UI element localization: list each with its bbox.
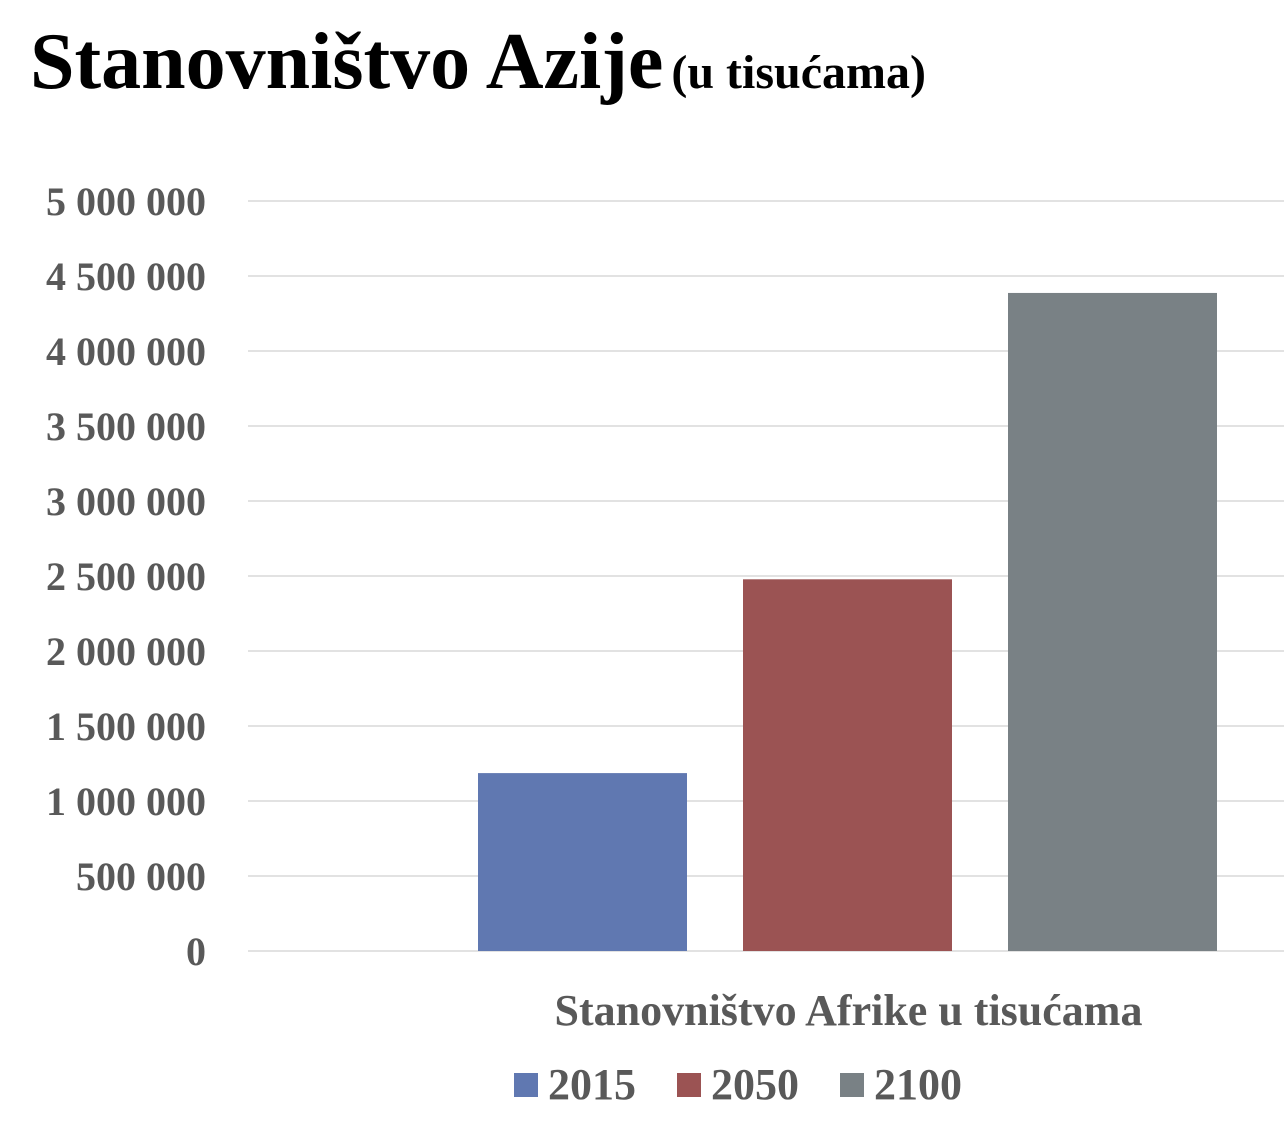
- legend-label-2100: 2100: [874, 1060, 962, 1109]
- y-tick-label: 0: [186, 929, 206, 974]
- bar-2050: [743, 579, 952, 951]
- bar-2015: [478, 773, 687, 951]
- chart-title-main: Stanovništvo Azije: [30, 18, 664, 106]
- y-tick-label: 4 500 000: [46, 254, 206, 299]
- y-tick-label: 3 500 000: [46, 404, 206, 449]
- y-tick-label: 2 500 000: [46, 554, 206, 599]
- legend-swatch-2100: [840, 1073, 864, 1097]
- legend: 2015 2050 2100: [514, 1060, 962, 1109]
- y-tick-label: 5 000 000: [46, 179, 206, 224]
- x-category-label: Stanovništvo Afrike u tisućama: [555, 986, 1143, 1035]
- y-tick-label: 1 500 000: [46, 704, 206, 749]
- y-tick-label: 500 000: [76, 854, 206, 899]
- bar-2100: [1008, 292, 1217, 951]
- x-axis-category-labels: Stanovništvo Afrike u tisućama: [555, 986, 1143, 1035]
- legend-label-2050: 2050: [711, 1060, 799, 1109]
- y-axis-tick-labels: 0 500 000 1 000 000 1 500 000 2 000 000 2 500…: [46, 179, 206, 974]
- y-tick-label: 3 000 000: [46, 479, 206, 524]
- y-tick-label: 2 000 000: [46, 629, 206, 674]
- y-tick-label: 4 000 000: [46, 329, 206, 374]
- chart-title: Stanovništvo Azije (u tisućama): [30, 22, 926, 102]
- chart-title-subtitle: (u tisućama): [671, 46, 927, 99]
- legend-swatch-2050: [677, 1073, 701, 1097]
- legend-swatch-2015: [514, 1073, 538, 1097]
- legend-label-2015: 2015: [548, 1060, 636, 1109]
- y-tick-label: 1 000 000: [46, 779, 206, 824]
- bars: [478, 292, 1217, 951]
